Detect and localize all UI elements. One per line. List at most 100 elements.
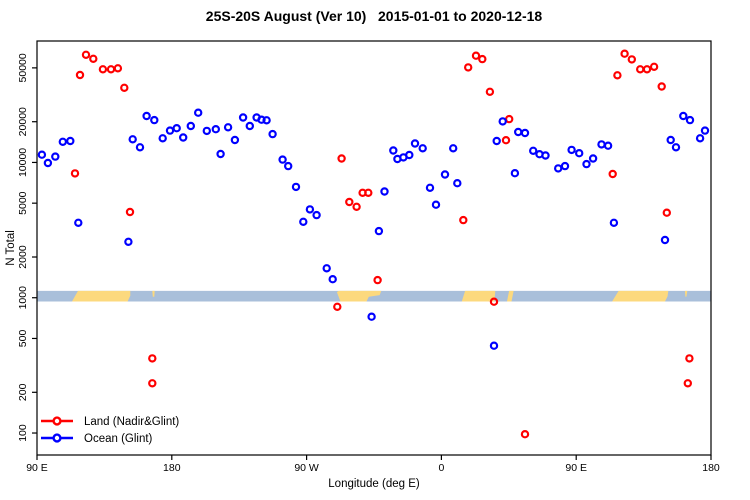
data-point-ocean	[262, 116, 271, 125]
data-point-land	[333, 302, 342, 311]
y-tick-label: 10000	[17, 148, 29, 177]
data-point-land	[148, 354, 157, 363]
data-point-land	[613, 71, 622, 80]
data-point-land	[685, 354, 694, 363]
legend-label-ocean: Ocean (Glint)	[84, 433, 153, 445]
x-axis-title: Longitude (deg E)	[328, 478, 420, 490]
data-point-land	[642, 65, 652, 74]
data-point-ocean	[597, 140, 606, 149]
data-point-ocean	[230, 135, 240, 145]
data-point-ocean	[700, 126, 710, 135]
data-point-ocean	[671, 143, 681, 152]
data-point-ocean	[278, 155, 287, 164]
data-point-ocean	[128, 135, 137, 144]
data-point-ocean	[520, 128, 530, 138]
data-point-ocean	[223, 123, 233, 132]
chart-title: 25S-20S August (Ver 10) 2015-01-01 to 20…	[205, 8, 543, 24]
data-point-ocean	[449, 144, 458, 153]
data-point-ocean	[514, 127, 523, 137]
data-point-land	[125, 207, 135, 217]
y-axis-title: N Total	[5, 230, 17, 266]
data-point-ocean	[685, 115, 695, 125]
y-tick-label: 20000	[17, 107, 29, 136]
plot-border	[36, 40, 712, 456]
map-strip-land-new-caledonia-east-copy	[684, 290, 688, 297]
data-point-ocean	[440, 170, 450, 179]
data-point-ocean	[489, 341, 499, 350]
data-point-ocean	[322, 264, 331, 273]
legend: Land (Nadir&Glint) Ocean (Glint)	[41, 416, 179, 445]
data-point-ocean	[124, 237, 133, 246]
data-point-land	[337, 154, 346, 163]
data-point-land	[464, 63, 473, 72]
data-point-ocean	[202, 126, 211, 136]
data-point-ocean	[142, 111, 151, 121]
data-point-ocean	[603, 141, 613, 150]
map-strip-land-australia-east-copy	[612, 290, 669, 302]
data-point-land	[89, 54, 98, 64]
data-point-ocean	[431, 200, 441, 209]
legend-marker-land	[52, 416, 62, 426]
data-point-ocean	[567, 145, 576, 155]
legend-item-ocean: Ocean (Glint)	[41, 433, 153, 445]
map-strip-land-madagascar	[507, 290, 514, 302]
data-point-land	[636, 65, 645, 74]
data-point-ocean	[238, 113, 248, 122]
map-strip-land-south-america	[336, 290, 382, 302]
data-point-ocean	[554, 164, 563, 173]
map-strip-layer	[37, 290, 711, 302]
data-point-ocean	[158, 134, 167, 143]
data-point-land	[148, 379, 157, 388]
map-strip-ocean	[37, 290, 711, 302]
data-point-ocean	[498, 117, 507, 126]
data-point-ocean	[291, 182, 301, 192]
data-point-ocean	[529, 146, 538, 155]
data-point-land	[627, 55, 637, 64]
data-point-land	[120, 83, 129, 93]
data-point-ocean	[609, 218, 619, 227]
data-point-ocean	[268, 129, 277, 139]
data-point-ocean	[695, 134, 705, 143]
data-point-ocean	[380, 187, 389, 196]
data-point-land	[471, 51, 481, 60]
y-tick-label: 500	[17, 330, 29, 348]
data-point-ocean	[510, 168, 520, 178]
data-point-land	[106, 65, 116, 74]
map-strip-land-new-caledonia-west-copy	[152, 290, 155, 297]
data-point-ocean	[211, 124, 220, 134]
data-point-ocean	[165, 126, 175, 135]
legend-item-land: Land (Nadir&Glint)	[41, 416, 179, 428]
x-tick-label: 180	[163, 462, 181, 474]
data-point-land	[657, 82, 666, 91]
y-tick-label: 2000	[17, 245, 29, 269]
data-point-land	[81, 50, 91, 60]
data-point-land	[98, 65, 108, 74]
data-point-ocean	[312, 210, 321, 220]
data-point-ocean	[193, 108, 203, 117]
data-point-ocean	[51, 152, 60, 161]
data-point-land	[662, 208, 672, 217]
map-strip-land-australia-west-copy	[72, 290, 131, 302]
data-point-land	[683, 379, 693, 388]
data-point-land	[520, 430, 530, 439]
data-point-land	[364, 188, 373, 197]
data-point-land	[485, 87, 495, 97]
data-point-land	[501, 135, 511, 145]
data-point-ocean	[37, 150, 47, 159]
data-point-land	[113, 64, 123, 73]
data-points-layer	[37, 49, 710, 439]
data-point-land	[649, 62, 659, 72]
data-point-ocean	[560, 161, 570, 171]
data-point-ocean	[418, 144, 427, 153]
data-point-ocean	[178, 133, 188, 142]
data-point-ocean	[66, 136, 75, 146]
data-point-land	[478, 54, 487, 64]
data-point-land	[70, 169, 80, 178]
data-point-ocean	[284, 161, 293, 171]
data-point-ocean	[410, 139, 420, 148]
y-tick-label: 200	[17, 383, 29, 401]
data-point-ocean	[43, 158, 53, 168]
map-strip-land-africa	[461, 290, 496, 302]
x-tick-label: 90 E	[26, 462, 48, 474]
